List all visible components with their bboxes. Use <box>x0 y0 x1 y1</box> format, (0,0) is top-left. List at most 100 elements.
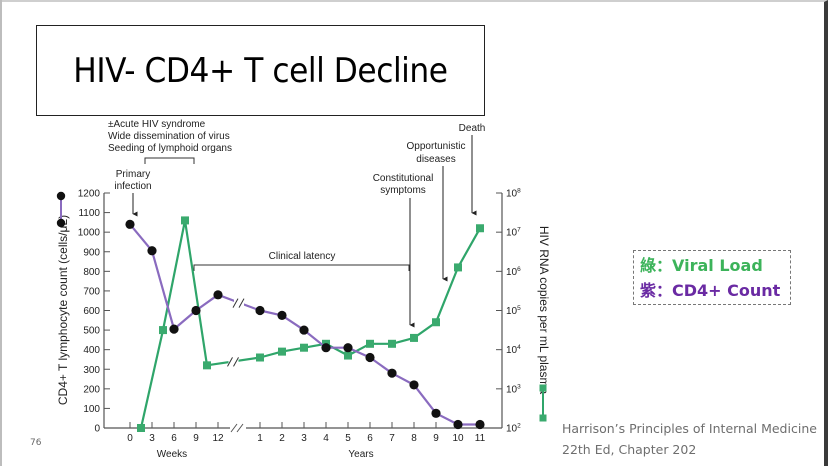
data-point <box>387 368 397 378</box>
data-point <box>454 263 462 272</box>
cd4-count-series <box>125 219 485 430</box>
legend-cd4-count: 紫：CD4+ Count <box>640 281 781 300</box>
left-axis-title: CD4+ T lymphocyte count (cells/μL) <box>56 215 70 405</box>
data-point <box>203 361 211 370</box>
legend-viral-load: 綠：Viral Load <box>640 256 763 275</box>
x-axis-tick-label: 9 <box>433 433 439 444</box>
page-number: 76 <box>30 438 42 448</box>
right-axis-tick-label: 102 <box>506 423 521 435</box>
right-axis: 102 103 104 105 106 107 108 <box>496 188 521 435</box>
annotation-primary-line2: infection <box>114 181 151 192</box>
right-axis-title: HIV RNA copies per mL plasma <box>537 226 551 395</box>
annotation-opportunistic-line1: Opportunistic <box>407 141 466 152</box>
left-axis-tick-label: 200 <box>83 384 100 395</box>
right-axis-tick-label: 105 <box>506 305 521 317</box>
series-break-mark <box>227 357 239 367</box>
slide-left-edge <box>0 0 2 466</box>
left-axis: 0 100 200 300 400 500 600 700 800 900 1000 1100 1200 <box>78 189 110 435</box>
x-axis-tick-label: 6 <box>171 433 177 444</box>
citation-line2: 22th Ed, Chapter 202 <box>562 442 697 457</box>
annotation-constitutional-line1: Constitutional <box>373 173 434 184</box>
right-axis-tick-label: 106 <box>506 266 521 278</box>
x-axis-tick-label: 0 <box>127 433 133 444</box>
x-axis-years-label: Years <box>348 449 373 460</box>
right-axis-tick-label: 107 <box>506 227 521 239</box>
legend: 綠：Viral Load 紫：CD4+ Count <box>633 250 791 305</box>
data-point <box>147 246 157 256</box>
data-point <box>255 305 265 316</box>
data-point <box>181 216 189 225</box>
right-axis-tick-label: 108 <box>506 188 521 200</box>
series-break-gap <box>228 355 239 368</box>
x-axis-break-mark <box>230 423 244 433</box>
cd4-key-icon <box>56 191 66 228</box>
acute-bracket <box>144 157 195 164</box>
data-point <box>125 219 135 229</box>
x-axis-tick-label: 4 <box>323 433 329 444</box>
data-point <box>159 326 167 335</box>
left-axis-tick-label: 0 <box>94 424 100 435</box>
left-axis-tick-label: 800 <box>83 267 100 278</box>
left-axis-tick-label: 300 <box>83 365 100 376</box>
data-point <box>365 352 375 363</box>
title-box: HIV- CD4+ T cell Decline <box>36 25 485 116</box>
data-point <box>344 351 352 360</box>
annotation-opportunistic-line2: diseases <box>416 154 455 165</box>
x-axis-tick-label: 12 <box>212 433 224 444</box>
data-point <box>453 419 463 430</box>
left-axis-tick-label: 1000 <box>78 228 101 239</box>
left-axis-tick-label: 1100 <box>78 208 100 219</box>
x-axis-tick-label: 2 <box>279 433 285 444</box>
x-axis-tick-label: 8 <box>411 433 417 444</box>
viral-load-series <box>137 216 484 432</box>
x-axis-tick-label: 3 <box>301 433 307 444</box>
data-point <box>278 347 286 356</box>
data-point <box>475 419 485 430</box>
data-point <box>300 343 308 352</box>
x-axis-tick-label: 1 <box>257 433 263 444</box>
annotation-death: Death <box>459 123 486 134</box>
annotation-acute-line1: ±Acute HIV syndrome <box>108 119 206 130</box>
citation: Harrison’s Principles of Internal Medici… <box>562 418 817 460</box>
left-axis-tick-label: 900 <box>83 247 100 258</box>
citation-line1: Harrison’s Principles of Internal Medici… <box>562 421 817 436</box>
viral-key-icon <box>539 384 547 422</box>
x-axis-tick-label: 5 <box>345 433 351 444</box>
left-axis-tick-label: 500 <box>83 326 100 337</box>
series-break-mark <box>232 298 245 308</box>
data-point <box>256 353 264 362</box>
right-axis-tick-label: 103 <box>506 383 521 395</box>
series-line <box>129 223 480 426</box>
left-axis-tick-label: 100 <box>83 404 100 415</box>
data-point <box>191 305 201 316</box>
left-axis-tick-label: 700 <box>83 286 100 297</box>
data-point <box>366 339 374 348</box>
left-axis-tick-label: 1200 <box>78 189 101 200</box>
x-axis-tick-label: 9 <box>193 433 199 444</box>
x-axis-tick-label: 6 <box>367 433 373 444</box>
x-axis-tick-label: 10 <box>452 433 464 444</box>
data-point <box>137 424 145 432</box>
data-point <box>432 318 440 327</box>
annotation-acute-line2: Wide dissemination of virus <box>108 131 230 142</box>
data-point <box>431 408 441 418</box>
data-point <box>169 324 179 334</box>
data-point <box>409 380 419 390</box>
data-point <box>410 333 418 342</box>
annotation-primary-line1: Primary <box>116 169 150 180</box>
left-axis-tick-label: 600 <box>83 306 100 317</box>
annotation-constitutional-line2: symptoms <box>380 185 426 196</box>
x-axis-weeks-label: Weeks <box>157 449 187 460</box>
left-axis-tick-label: 400 <box>83 345 100 356</box>
right-axis-tick-label: 104 <box>506 344 521 356</box>
x-axis-tick-label: 7 <box>389 433 395 444</box>
x-axis-tick-label: 11 <box>475 433 486 444</box>
x-axis-tick-label: 3 <box>149 433 155 444</box>
data-point <box>213 290 223 300</box>
annotation-acute-line3: Seeding of lymphoid organs <box>108 143 232 154</box>
x-axis: 0 3 6 9 12 1 2 3 4 5 6 7 8 9 10 11 <box>104 422 502 444</box>
data-point <box>343 343 353 353</box>
data-point <box>476 224 484 233</box>
